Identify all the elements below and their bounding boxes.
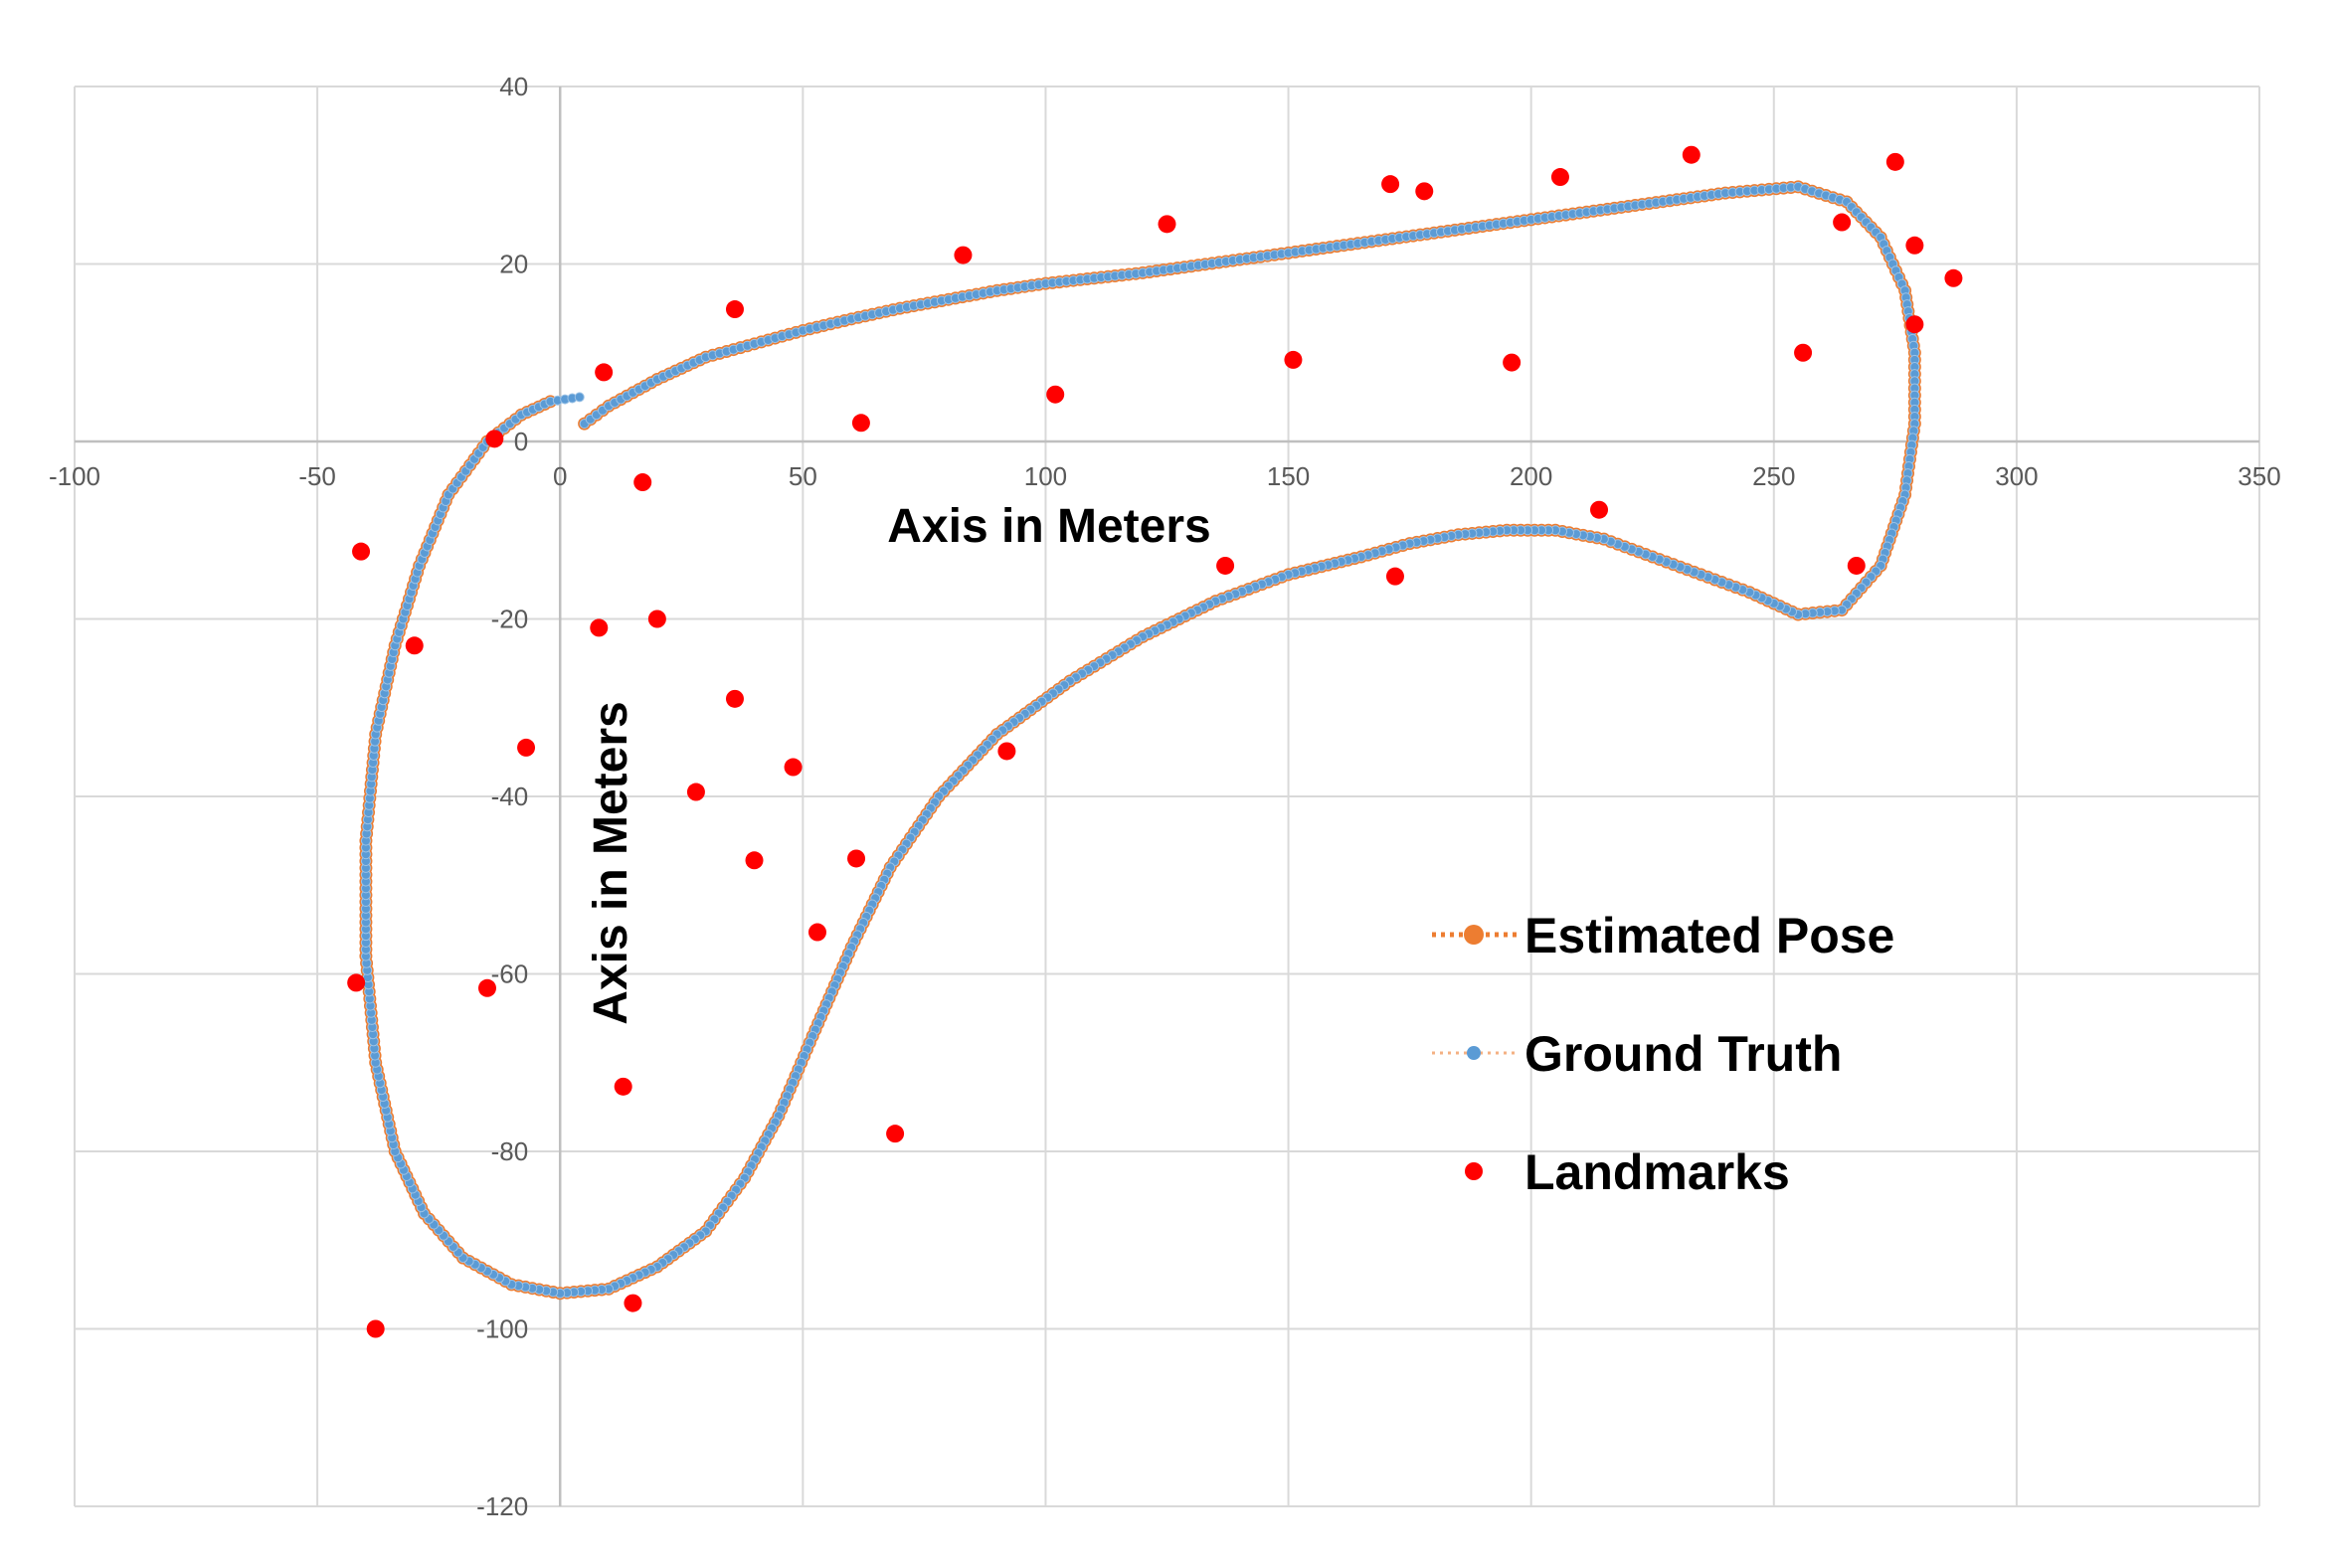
landmark-point — [784, 758, 803, 777]
y-tick-label: 0 — [514, 427, 528, 456]
landmark-point — [725, 689, 744, 708]
landmark-point — [352, 542, 371, 561]
x-tick-label: 350 — [2238, 461, 2280, 491]
landmark-point — [477, 978, 496, 997]
x-tick-label: 300 — [1995, 461, 2038, 491]
landmark-point — [1550, 168, 1569, 187]
landmark-point — [745, 851, 764, 870]
landmark-point — [1944, 268, 1963, 287]
x-tick-label: 50 — [789, 461, 817, 491]
landmark-point — [1590, 500, 1609, 519]
landmark-point — [725, 300, 744, 319]
landmark-point — [1216, 556, 1235, 575]
x-tick-label: 0 — [553, 461, 567, 491]
landmark-point — [1833, 213, 1852, 232]
landmark-point — [405, 636, 424, 655]
legend: Estimated Pose Ground Truth Landmarks — [1432, 908, 1894, 1200]
y-tick-labels: 40 20 0 -20 -40 -60 -80 -100 -120 — [476, 72, 528, 1521]
landmark-point — [1284, 350, 1303, 369]
landmark-point — [366, 1319, 385, 1338]
landmark-point — [1905, 236, 1924, 255]
x-tick-label: 250 — [1752, 461, 1795, 491]
landmark-point — [1847, 556, 1866, 575]
legend-label: Estimated Pose — [1524, 908, 1894, 963]
landmark-point — [1682, 145, 1701, 164]
landmark-point — [624, 1294, 642, 1312]
landmark-point — [1381, 175, 1400, 194]
legend-estimated-marker — [1464, 925, 1484, 945]
landmark-point — [1794, 343, 1813, 362]
y-tick-label: -100 — [476, 1314, 528, 1344]
x-tick-label: -50 — [298, 461, 336, 491]
landmark-point — [595, 363, 614, 382]
landmark-point — [1415, 182, 1434, 201]
legend-item: Landmarks — [1465, 1144, 1790, 1200]
landmark-point — [1905, 315, 1924, 334]
y-tick-label: -20 — [491, 605, 529, 634]
axes — [75, 87, 2259, 1506]
legend-landmarks-marker — [1465, 1162, 1483, 1180]
y-tick-label: -120 — [476, 1491, 528, 1521]
y-tick-label: -80 — [491, 1136, 529, 1166]
x-tick-labels: -100 -50 0 50 100 150 200 250 300 350 — [49, 461, 2281, 491]
landmark-point — [1046, 385, 1065, 404]
x-tick-label: 150 — [1267, 461, 1310, 491]
legend-label: Landmarks — [1524, 1144, 1790, 1200]
x-tick-label: 100 — [1024, 461, 1067, 491]
y-axis-title: Axis in Meters — [585, 701, 637, 1024]
legend-item: Ground Truth — [1432, 1026, 1842, 1082]
legend-ground-truth-marker — [1467, 1046, 1481, 1060]
landmark-point — [590, 618, 609, 637]
landmark-point — [633, 473, 652, 492]
landmark-point — [851, 414, 870, 433]
landmark-point — [1885, 152, 1904, 171]
landmark-point — [347, 973, 366, 992]
y-tick-label: 40 — [499, 72, 528, 101]
series-layer — [347, 145, 1963, 1338]
landmark-point — [954, 246, 973, 264]
landmark-point — [1158, 215, 1176, 234]
landmark-point — [886, 1125, 905, 1143]
landmark-point — [1385, 567, 1404, 586]
series-ground-truth — [360, 181, 1920, 1299]
landmark-point — [997, 742, 1016, 761]
series-landmarks — [347, 145, 1963, 1338]
ground-truth-point — [574, 392, 585, 403]
landmark-point — [1503, 353, 1522, 372]
landmark-point — [614, 1077, 632, 1096]
legend-label: Ground Truth — [1524, 1026, 1842, 1082]
landmark-point — [847, 849, 866, 868]
landmark-point — [517, 738, 536, 757]
landmark-point — [647, 610, 666, 628]
landmark-point — [485, 430, 504, 448]
legend-item: Estimated Pose — [1432, 908, 1894, 963]
x-tick-label: -100 — [49, 461, 100, 491]
landmark-point — [807, 923, 826, 942]
y-tick-label: 20 — [499, 250, 528, 279]
y-tick-label: -40 — [491, 782, 529, 811]
landmark-point — [686, 783, 705, 801]
y-tick-label: -60 — [491, 959, 529, 989]
grid-lines — [74, 86, 2260, 1507]
x-tick-label: 200 — [1510, 461, 1552, 491]
x-axis-title: Axis in Meters — [887, 500, 1210, 553]
